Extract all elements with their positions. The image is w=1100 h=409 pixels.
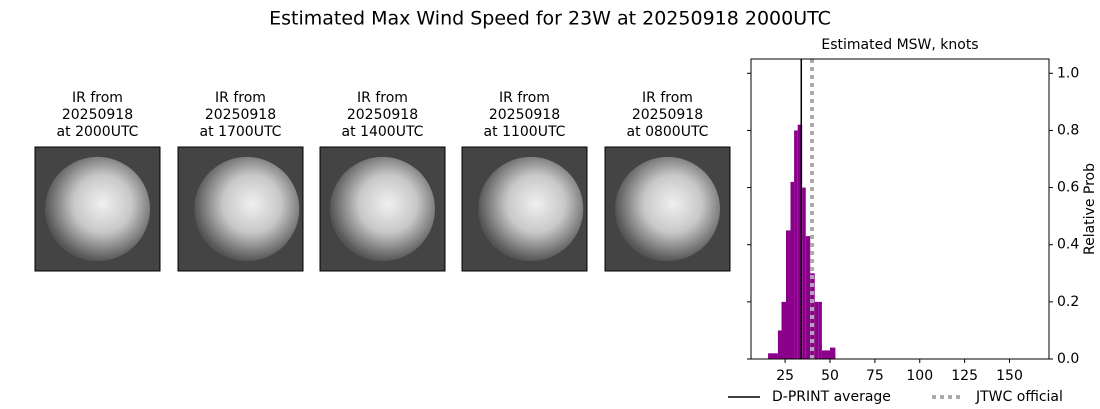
ir-frame <box>34 146 161 272</box>
x-tick-label: 125 <box>951 368 978 384</box>
ir-frame <box>461 146 588 272</box>
panel-title: 20250918 <box>62 107 133 123</box>
ir-cloud <box>615 156 720 262</box>
histogram-bar <box>786 230 791 359</box>
panel-title: 20250918 <box>489 107 560 123</box>
panel-title: IR from <box>499 90 550 106</box>
panel-title: 20250918 <box>632 107 703 123</box>
ir-cloud <box>330 156 435 262</box>
ir-cloud <box>194 156 300 262</box>
legend-label: D-PRINT average <box>772 389 891 405</box>
x-tick-label: 50 <box>821 368 839 384</box>
plot-frame <box>750 58 1050 360</box>
panel-title: IR from <box>72 90 123 106</box>
chart-title: Estimated MSW, knots <box>821 37 978 53</box>
ir-frame <box>319 146 446 272</box>
histogram-bar <box>802 187 806 359</box>
y-tick-label: 1.0 <box>1057 65 1079 81</box>
panel-title: at 1400UTC <box>342 124 424 140</box>
histogram-bar <box>797 124 803 359</box>
panel-title: IR from <box>215 90 266 106</box>
histogram-bar <box>777 330 782 359</box>
histogram-bar <box>781 301 787 359</box>
ir-frame <box>177 146 304 272</box>
histogram-bar <box>814 301 819 359</box>
panel-title: 20250918 <box>347 107 418 123</box>
panel-title: at 1100UTC <box>484 124 566 140</box>
y-axis-label: Relative Prob <box>1082 163 1098 255</box>
histogram-bar <box>805 236 811 359</box>
histogram-bar <box>818 301 822 359</box>
legend-label: JTWC official <box>975 389 1063 405</box>
panel-title: at 1700UTC <box>200 124 282 140</box>
y-tick-label: 0.8 <box>1057 122 1079 138</box>
y-tick-label: 0.0 <box>1057 351 1079 367</box>
y-tick-label: 0.4 <box>1057 237 1079 253</box>
panel-title: at 0800UTC <box>627 124 709 140</box>
y-tick-label: 0.6 <box>1057 180 1079 196</box>
x-tick-label: 150 <box>996 368 1023 384</box>
ir-cloud <box>45 156 150 262</box>
panel-title: at 2000UTC <box>57 124 139 140</box>
histogram-bar <box>794 130 798 359</box>
ir-frame <box>604 146 731 272</box>
x-tick-label: 25 <box>776 368 794 384</box>
x-tick-label: 100 <box>906 368 933 384</box>
histogram-bar <box>790 181 795 359</box>
histogram-chart: Estimated MSW, knots 25 50 75 100 125 150 0.0 0.… <box>728 37 1098 405</box>
panel-title: IR from <box>357 90 408 106</box>
figure-title: Estimated Max Wind Speed for 23W at 2025… <box>269 8 831 30</box>
y-tick-label: 0.2 <box>1057 294 1079 310</box>
ir-cloud <box>478 156 584 262</box>
panel-title: 20250918 <box>205 107 276 123</box>
histogram-bar <box>821 350 830 359</box>
histogram-bar <box>768 353 778 359</box>
x-tick-label: 75 <box>866 368 884 384</box>
histogram-bar <box>829 347 836 359</box>
panel-title: IR from <box>642 90 693 106</box>
